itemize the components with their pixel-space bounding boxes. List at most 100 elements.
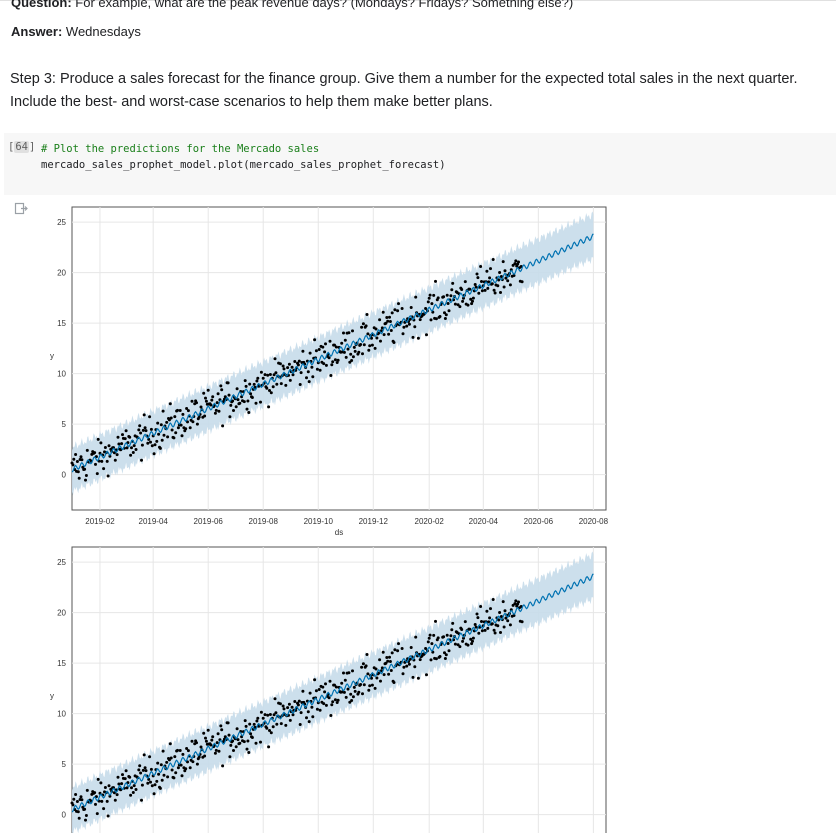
data-point <box>213 751 217 755</box>
data-point <box>265 386 269 390</box>
data-point <box>166 435 170 439</box>
data-point <box>409 306 413 309</box>
data-point <box>342 350 346 354</box>
data-point <box>362 683 366 687</box>
data-point <box>100 459 104 463</box>
data-point <box>281 364 285 368</box>
data-point <box>342 671 345 675</box>
data-point <box>425 333 428 337</box>
data-point <box>458 645 462 649</box>
data-point <box>450 288 454 292</box>
data-point <box>245 407 249 411</box>
data-point <box>165 420 169 424</box>
data-point <box>299 711 303 715</box>
y-tick-label: 5 <box>62 760 67 769</box>
data-point <box>252 722 256 726</box>
data-point <box>381 310 385 314</box>
data-point <box>149 767 153 771</box>
data-point <box>75 800 79 803</box>
data-point <box>140 798 143 802</box>
data-point <box>112 786 115 790</box>
data-point <box>463 280 467 284</box>
x-tick-label: 2019-10 <box>304 517 334 526</box>
data-point <box>107 784 111 788</box>
data-point <box>490 282 494 286</box>
data-point <box>204 396 207 400</box>
data-point <box>172 776 176 780</box>
data-point <box>442 295 446 299</box>
data-point <box>170 768 174 772</box>
data-point <box>397 302 400 306</box>
data-point <box>246 399 250 403</box>
data-point <box>378 318 382 322</box>
data-point <box>386 659 390 663</box>
data-point <box>85 448 89 452</box>
data-point <box>364 664 368 668</box>
answer-label: Answer: <box>11 24 63 39</box>
data-point <box>269 391 273 395</box>
data-point <box>186 409 190 413</box>
data-point <box>267 745 271 749</box>
data-point <box>150 444 154 448</box>
data-point <box>291 373 295 377</box>
data-point <box>130 786 133 790</box>
data-point <box>149 427 153 431</box>
forecast-line <box>71 573 594 813</box>
data-point <box>479 605 483 608</box>
data-point <box>148 755 152 759</box>
data-point <box>438 655 442 658</box>
data-point <box>128 435 132 439</box>
data-point <box>250 736 254 739</box>
data-point <box>492 288 496 292</box>
data-point <box>400 647 404 650</box>
data-point <box>444 653 448 657</box>
forecast-plot-2: 0 5 10 15 20 25 y <box>50 546 607 833</box>
data-point <box>366 332 370 336</box>
data-point <box>461 299 465 303</box>
data-point <box>176 426 180 430</box>
data-point <box>162 773 166 777</box>
data-point <box>426 640 430 644</box>
data-point <box>248 722 252 726</box>
data-point <box>401 672 405 676</box>
data-point <box>99 441 103 445</box>
data-point <box>124 769 128 773</box>
data-point <box>174 771 178 775</box>
data-point <box>235 727 239 731</box>
data-point <box>113 798 117 802</box>
data-point <box>121 433 124 437</box>
data-point <box>76 470 80 474</box>
data-point <box>180 434 184 438</box>
data-point <box>352 685 356 689</box>
data-point <box>72 457 76 461</box>
code-cell[interactable] <box>4 133 836 195</box>
data-point <box>307 720 311 724</box>
data-point <box>424 647 428 650</box>
data-point <box>286 706 290 710</box>
x-tick-label: 2020-04 <box>469 517 499 526</box>
data-point <box>308 691 312 695</box>
data-point <box>238 741 242 745</box>
data-point <box>477 631 481 635</box>
data-point <box>432 293 436 297</box>
data-point <box>476 276 480 280</box>
code-line[interactable]: mercado_sales_prophet_model.plot(mercado… <box>41 159 446 171</box>
data-point <box>259 370 263 374</box>
question-line: Question: For example, what are the peak… <box>11 0 573 11</box>
data-point <box>288 378 292 382</box>
data-point <box>219 724 223 728</box>
data-point <box>475 272 479 276</box>
data-point <box>352 345 356 349</box>
data-point <box>84 814 88 817</box>
data-point <box>95 472 99 476</box>
output-arrow-icon[interactable] <box>14 202 28 216</box>
data-point <box>405 664 409 668</box>
data-point <box>144 429 148 433</box>
data-point <box>462 296 465 300</box>
data-point <box>246 739 250 743</box>
data-point <box>96 777 100 781</box>
data-point <box>318 708 322 712</box>
data-point <box>468 627 472 631</box>
code-comment[interactable]: # Plot the predictions for the Mercado s… <box>41 143 320 155</box>
data-point <box>271 725 275 729</box>
